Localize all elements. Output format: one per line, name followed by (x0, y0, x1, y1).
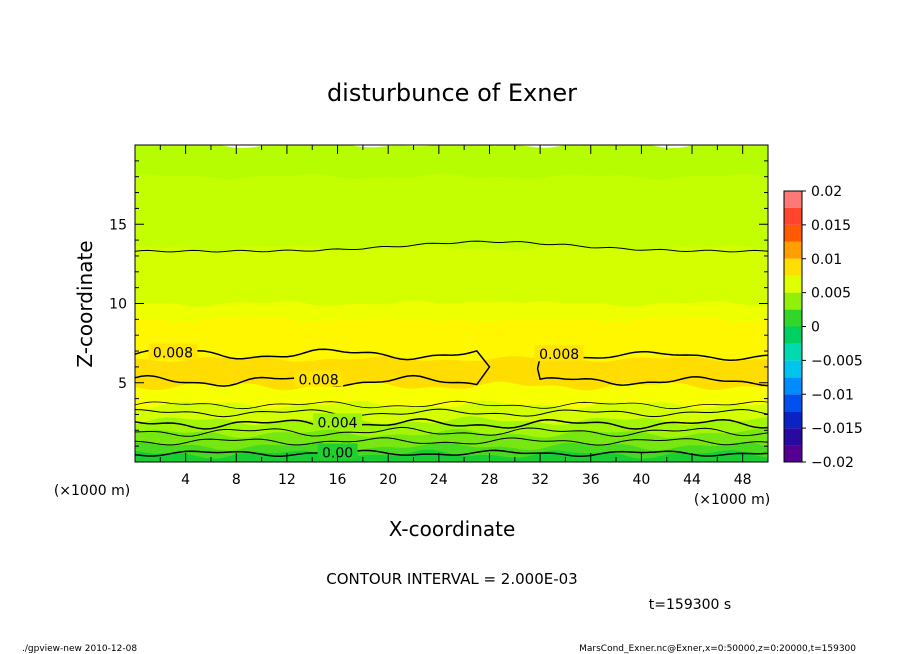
x-tick-label: 16 (329, 472, 347, 488)
colorbar-tick-label: −0.005 (811, 353, 863, 369)
x-tick-label: 48 (734, 472, 752, 488)
contour-band (388, 301, 591, 320)
x-tick-label: 12 (278, 472, 296, 488)
x-axis-label: X-coordinate (389, 517, 516, 541)
colorbar-segment (784, 258, 802, 276)
y-tick-label: 15 (109, 217, 127, 233)
colorbar-tick-label: 0.01 (811, 252, 842, 268)
x-tick-label: 8 (232, 472, 241, 488)
colorbar-segment (784, 343, 802, 361)
colorbar-tick-label: 0.02 (811, 184, 842, 200)
chart-title: disturbunce of Exner (327, 79, 577, 107)
colorbar-segment (784, 411, 802, 429)
x-tick-label: 28 (481, 472, 499, 488)
contour-field (135, 145, 768, 462)
x-unit-label-right: (×1000 m) (694, 492, 770, 508)
y-tick-label: 5 (118, 376, 127, 392)
colorbar-segment (784, 377, 802, 395)
contour-line (135, 400, 768, 410)
colorbar-tick-label: −0.01 (811, 387, 854, 403)
colorbar-segment (784, 207, 802, 225)
contour-line (135, 437, 768, 446)
x-tick-label: 44 (683, 472, 701, 488)
contour-line (135, 418, 768, 430)
y-tick-label: 10 (109, 297, 127, 313)
footer-left: ./gpview-new 2010-12-08 (22, 644, 137, 654)
contour-label-bg (148, 343, 198, 360)
colorbar-segment (784, 445, 802, 462)
colorbar-segment (784, 292, 802, 310)
colorbar-segment (784, 309, 802, 327)
x-tick-label: 20 (379, 472, 397, 488)
colorbar-tick-label: −0.02 (811, 455, 854, 471)
contour-label: 0.008 (153, 346, 193, 362)
x-tick-label: 36 (582, 472, 600, 488)
colorbar-tick-label: 0 (811, 320, 820, 336)
contour-line (135, 240, 768, 253)
contour-line (135, 408, 768, 418)
colorbar-segment (784, 224, 802, 242)
y-axis: 5 10 15 (109, 144, 768, 463)
contour-label: 0.008 (539, 347, 579, 363)
contour-label-bg (317, 443, 358, 460)
x-tick-label: 32 (531, 472, 549, 488)
x-unit-label-left: (×1000 m) (54, 483, 130, 499)
x-axis: 4 8 12 16 20 24 28 32 36 40 44 48 (134, 145, 769, 488)
colorbar-segment (784, 241, 802, 259)
contour-label-bg (294, 370, 344, 387)
x-tick-label: 24 (430, 472, 448, 488)
colorbar-tick-label: −0.015 (811, 421, 863, 437)
contour-line (135, 449, 768, 457)
colorbar-tick-label: 0.015 (811, 218, 851, 234)
colorbar: 0.02 0.015 0.01 0.005 0 −0.005 −0.01 −0.015 −0.0… (783, 184, 863, 471)
contour-label-bg (534, 345, 584, 362)
contour-lines (135, 240, 768, 457)
colorbar-segment (784, 326, 802, 344)
x-tick-label: 40 (632, 472, 650, 488)
colorbar-segment (784, 394, 802, 412)
x-tick-label: 4 (181, 472, 190, 488)
time-text: t=159300 s (649, 597, 731, 613)
colorbar-tick-label: 0.005 (811, 286, 851, 302)
contour-line (135, 348, 491, 388)
colorbar-segment (784, 275, 802, 293)
footer-right: MarsCond_Exner.nc@Exner,x=0:50000,z=0:20… (579, 644, 856, 654)
colorbar-segment (784, 428, 802, 446)
contour-label: 0.004 (318, 415, 358, 431)
contour-label: 0.008 (299, 373, 339, 389)
contour-interval-text: CONTOUR INTERVAL = 2.000E-03 (326, 570, 577, 588)
contour-line (135, 426, 768, 437)
colorbar-segment (784, 360, 802, 378)
colorbar-segment (784, 191, 802, 208)
contour-line (536, 350, 768, 387)
contour-label-bg (313, 413, 363, 430)
y-axis-label: Z-coordinate (73, 240, 97, 367)
